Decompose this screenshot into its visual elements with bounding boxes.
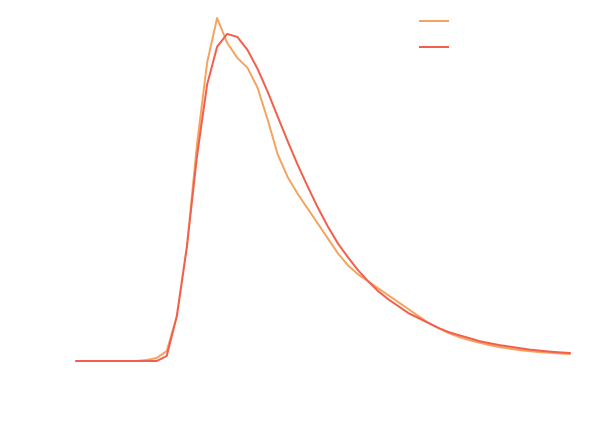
series-line-2 bbox=[75, 32, 571, 362]
legend bbox=[419, 20, 449, 48]
series-layer bbox=[75, 17, 571, 362]
series-line-1 bbox=[75, 17, 571, 362]
